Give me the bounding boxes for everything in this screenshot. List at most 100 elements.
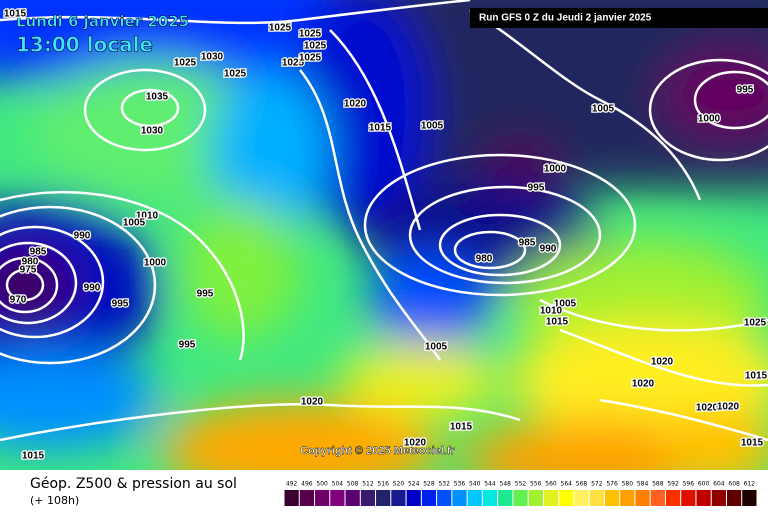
scale-swatch	[284, 490, 299, 506]
scale-swatch	[376, 490, 391, 506]
isobar-label: 1025	[282, 58, 305, 69]
isobar-label: 1015	[450, 422, 473, 433]
isobar-label: 1035	[146, 92, 169, 103]
isobar-label: 995	[528, 183, 545, 194]
scale-label: 520	[393, 481, 405, 488]
scale-label: 568	[576, 481, 588, 488]
isobar-label: 1025	[744, 318, 767, 329]
isobar-label: 990	[84, 283, 101, 294]
isobar-label: 1005	[421, 121, 444, 132]
isobar-label: 995	[179, 340, 196, 351]
isobar-label: 985	[519, 238, 536, 249]
scale-swatch	[498, 490, 513, 506]
scale-swatch	[665, 490, 681, 506]
isobar-label: 995	[197, 289, 214, 300]
scale-swatch	[726, 490, 742, 506]
footer-lead: (+ 108h)	[30, 494, 79, 507]
scale-swatch	[513, 490, 528, 506]
scale-swatch	[467, 490, 482, 506]
scale-label: 588	[652, 481, 664, 488]
isobar-label: 1015	[4, 9, 27, 20]
isobar-label: 1000	[144, 258, 167, 269]
scale-swatch	[559, 490, 574, 506]
scale-label: 564	[561, 481, 573, 488]
isobar-label: 1025	[269, 23, 292, 34]
scale-swatch	[299, 490, 315, 506]
isobar-label: 1030	[201, 52, 224, 63]
isobar-label: 1000	[698, 114, 721, 125]
isobar-label: 980	[22, 257, 39, 268]
scale-swatch	[452, 490, 467, 506]
isobar-label: 1015	[369, 123, 392, 134]
isobar-label: 985	[30, 247, 47, 258]
scale-label: 524	[408, 481, 420, 488]
scale-label: 548	[500, 481, 512, 488]
scale-label: 504	[332, 481, 344, 488]
isobar-label: 1020	[632, 379, 655, 390]
isobar-label: 1015	[22, 451, 45, 462]
isobar-label: 1020	[404, 438, 427, 449]
scale-label: 560	[545, 481, 557, 488]
scale-swatch	[330, 490, 345, 506]
time: 13:00 locale	[16, 33, 153, 57]
scale-label: 496	[301, 481, 313, 488]
scale-swatch	[650, 490, 665, 506]
scale-swatch	[345, 490, 360, 506]
scale-label: 608	[728, 481, 740, 488]
color-scale: 492 496 500 504 508 512 516 520 524 528 532 536 540 5…	[284, 481, 757, 506]
scale-label: 576	[606, 481, 618, 488]
isobar-label: 1025	[299, 29, 322, 40]
isobar-label: 1020	[301, 397, 324, 408]
isobar-label: 1015	[741, 438, 764, 449]
scale-swatch	[406, 490, 421, 506]
geopotential-field	[0, 0, 768, 470]
isobar-label: 1025	[224, 69, 247, 80]
scale-label: 500	[316, 481, 328, 488]
scale-swatch	[696, 490, 711, 506]
scale-label: 536	[454, 481, 466, 488]
run-info: Run GFS 0 Z du Jeudi 2 janvier 2025	[479, 13, 652, 24]
isobar-label: 1025	[174, 58, 197, 69]
isobars	[0, 0, 768, 442]
scale-label: 528	[423, 481, 435, 488]
isobar-label: 1005	[123, 218, 146, 229]
scale-swatch	[742, 490, 757, 506]
isobar-label: 995	[112, 299, 129, 310]
isobar-label: 1010	[136, 211, 159, 222]
scale-swatch	[711, 490, 726, 506]
scale-swatch	[604, 490, 620, 506]
scale-label: 544	[484, 481, 496, 488]
isobar-label: 1015	[546, 317, 569, 328]
scale-swatch	[681, 490, 696, 506]
scale-label: 532	[438, 481, 450, 488]
isobar-labels: 1015102510251025102510251025103010251035…	[3, 7, 768, 463]
scale-swatch	[543, 490, 559, 506]
scale-label: 556	[530, 481, 542, 488]
scale-label: 600	[698, 481, 710, 488]
scale-label: 596	[683, 481, 695, 488]
scale-swatch	[635, 490, 650, 506]
isobar-label: 1010	[540, 306, 563, 317]
date: Lundi 6 janvier 2025	[16, 13, 189, 31]
scale-label: 540	[469, 481, 481, 488]
scale-label: 612	[744, 481, 756, 488]
scale-label: 512	[362, 481, 374, 488]
scale-swatch	[421, 490, 437, 506]
isobar-label: 1025	[299, 53, 322, 64]
scale-label: 572	[591, 481, 603, 488]
footer-title: Géop. Z500 & pression au sol	[30, 476, 237, 492]
isobar-label: 1005	[425, 342, 448, 353]
isobar-label: 1020	[717, 402, 740, 413]
isobar-label: 1005	[592, 104, 615, 115]
scale-swatch	[437, 490, 452, 506]
scale-swatch	[528, 490, 543, 506]
scale-label: 492	[286, 481, 298, 488]
scale-swatch	[620, 490, 635, 506]
isobar-label: 1000	[544, 164, 567, 175]
scale-swatch	[574, 490, 589, 506]
scale-label: 508	[347, 481, 359, 488]
isobar-label: 1020	[696, 403, 719, 414]
scale-label: 592	[667, 481, 679, 488]
scale-swatch	[315, 490, 330, 506]
